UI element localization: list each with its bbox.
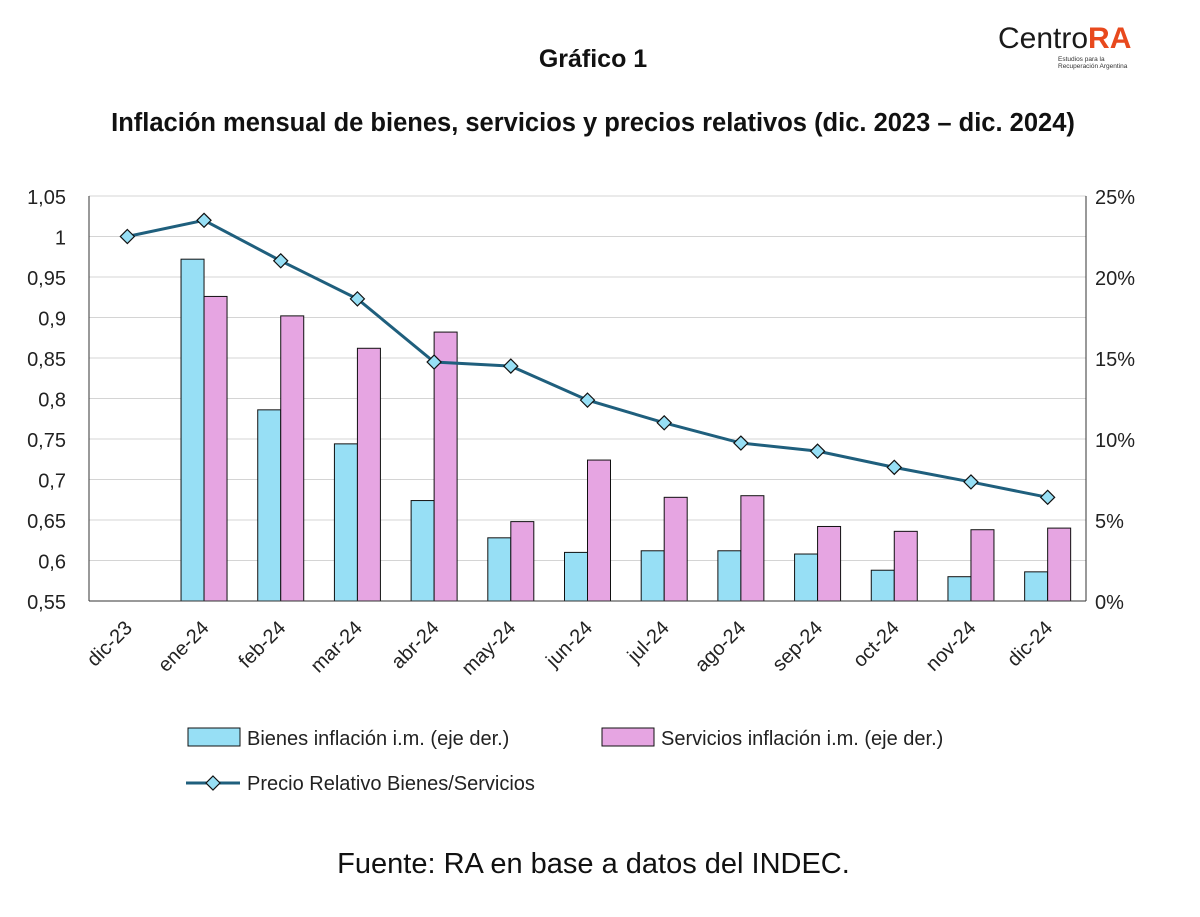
bar-bienes <box>794 553 819 602</box>
relative-price-marker <box>963 474 979 490</box>
bar-servicios <box>203 295 228 602</box>
bar-servicios <box>740 495 765 602</box>
legend-swatch-marker <box>205 775 221 791</box>
relative-price-marker <box>119 228 136 245</box>
legend-swatch-servicios <box>601 727 655 747</box>
x-tick-label: may-24 <box>458 617 521 680</box>
bar-bienes <box>947 576 972 602</box>
left-tick-label: 0,7 <box>38 471 66 493</box>
legend-label-servicios: Servicios inflación i.m. (eje der.) <box>661 728 943 750</box>
left-tick-label: 0,95 <box>27 268 66 290</box>
bar-servicios <box>663 496 688 602</box>
relative-price-marker <box>656 414 673 431</box>
relative-price-line <box>119 212 1056 506</box>
relative-price-marker <box>733 435 749 451</box>
left-tick-label: 0,8 <box>38 390 66 412</box>
relative-price-marker <box>272 252 289 269</box>
chart-subtitle: Inflación mensual de bienes, servicios y… <box>111 109 1075 137</box>
bar-servicios <box>970 529 995 602</box>
left-tick-label: 0,65 <box>27 511 66 533</box>
x-tick-label: feb-24 <box>235 617 291 673</box>
x-tick-label: mar-24 <box>307 617 367 677</box>
bar-bienes <box>257 409 282 602</box>
left-tick-label: 1 <box>55 228 66 250</box>
bar-servicios <box>356 347 381 602</box>
bar-servicios <box>280 315 305 602</box>
legend: Bienes inflación i.m. (eje der.) Servicio… <box>186 727 943 795</box>
x-tick-label: dic-24 <box>1003 617 1057 671</box>
left-tick-label: 0,9 <box>38 309 66 331</box>
bar-bienes <box>333 443 358 602</box>
bar-bienes <box>1024 571 1049 602</box>
right-tick-label: 10% <box>1095 430 1135 452</box>
x-tick-label: ago-24 <box>691 617 751 677</box>
bar-bienes <box>717 550 742 602</box>
x-tick-label: sep-24 <box>768 617 827 676</box>
logo-text-accent: RA <box>1088 22 1132 55</box>
centro-ra-logo: CentroRA Estudios para la Recuperación Ar… <box>998 24 1158 76</box>
bar-bienes <box>410 500 435 602</box>
bar-bienes <box>487 537 512 602</box>
x-tick-label: oct-24 <box>849 617 904 672</box>
right-tick-label: 15% <box>1095 349 1135 371</box>
bar-servicios <box>433 331 458 602</box>
bar-servicios <box>893 530 918 602</box>
legend-label-relative-price: Precio Relativo Bienes/Servicios <box>247 773 535 795</box>
x-tick-label: abr-24 <box>387 617 443 673</box>
relative-price-marker <box>1039 489 1056 506</box>
legend-swatch-bienes <box>187 727 241 747</box>
bar-servicios <box>817 525 842 602</box>
relative-price-marker <box>502 358 519 374</box>
chart-title: Gráfico 1 <box>539 45 647 73</box>
bar-servicios <box>1047 527 1072 602</box>
bar-bienes <box>640 550 665 602</box>
x-tick-label: jun-24 <box>541 617 597 673</box>
left-tick-label: 0,75 <box>27 430 66 452</box>
legend-label-bienes: Bienes inflación i.m. (eje der.) <box>247 728 509 750</box>
logo-wordmark: CentroRA <box>998 24 1158 54</box>
right-tick-label: 5% <box>1095 511 1124 533</box>
bar-bienes <box>180 258 205 602</box>
right-tick-label: 20% <box>1095 268 1135 290</box>
bar-servicios <box>510 521 535 602</box>
relative-price-marker <box>196 212 212 229</box>
logo-subtitle-line1: Estudios para la <box>1058 56 1105 63</box>
left-tick-label: 1,05 <box>27 187 66 209</box>
bar-bienes <box>870 569 895 602</box>
x-tick-label: ene-24 <box>154 617 214 677</box>
logo-subtitle-line2: Recuperación Argentina <box>1058 63 1128 70</box>
bar-bienes <box>564 551 588 602</box>
relative-price-marker <box>426 354 442 370</box>
relative-price-marker <box>349 291 366 307</box>
logo-subtitle: Estudios para la Recuperación Argentina <box>1058 56 1127 70</box>
x-tick-label: dic-23 <box>83 617 137 671</box>
left-tick-label: 0,55 <box>27 592 66 614</box>
left-tick-label: 0,6 <box>38 552 66 574</box>
source-note: Fuente: RA en base a datos del INDEC. <box>337 848 850 880</box>
relative-price-marker <box>886 459 903 476</box>
right-tick-label: 0% <box>1095 592 1124 614</box>
relative-price-marker <box>579 392 596 408</box>
relative-price-marker <box>809 443 826 459</box>
logo-text-main: Centro <box>998 22 1089 55</box>
x-tick-label: nov-24 <box>922 617 981 676</box>
right-tick-label: 25% <box>1095 187 1135 209</box>
bars <box>180 258 1072 602</box>
bar-servicios <box>587 459 611 602</box>
left-tick-label: 0,85 <box>27 349 66 371</box>
x-tick-label: jul-24 <box>623 617 674 668</box>
